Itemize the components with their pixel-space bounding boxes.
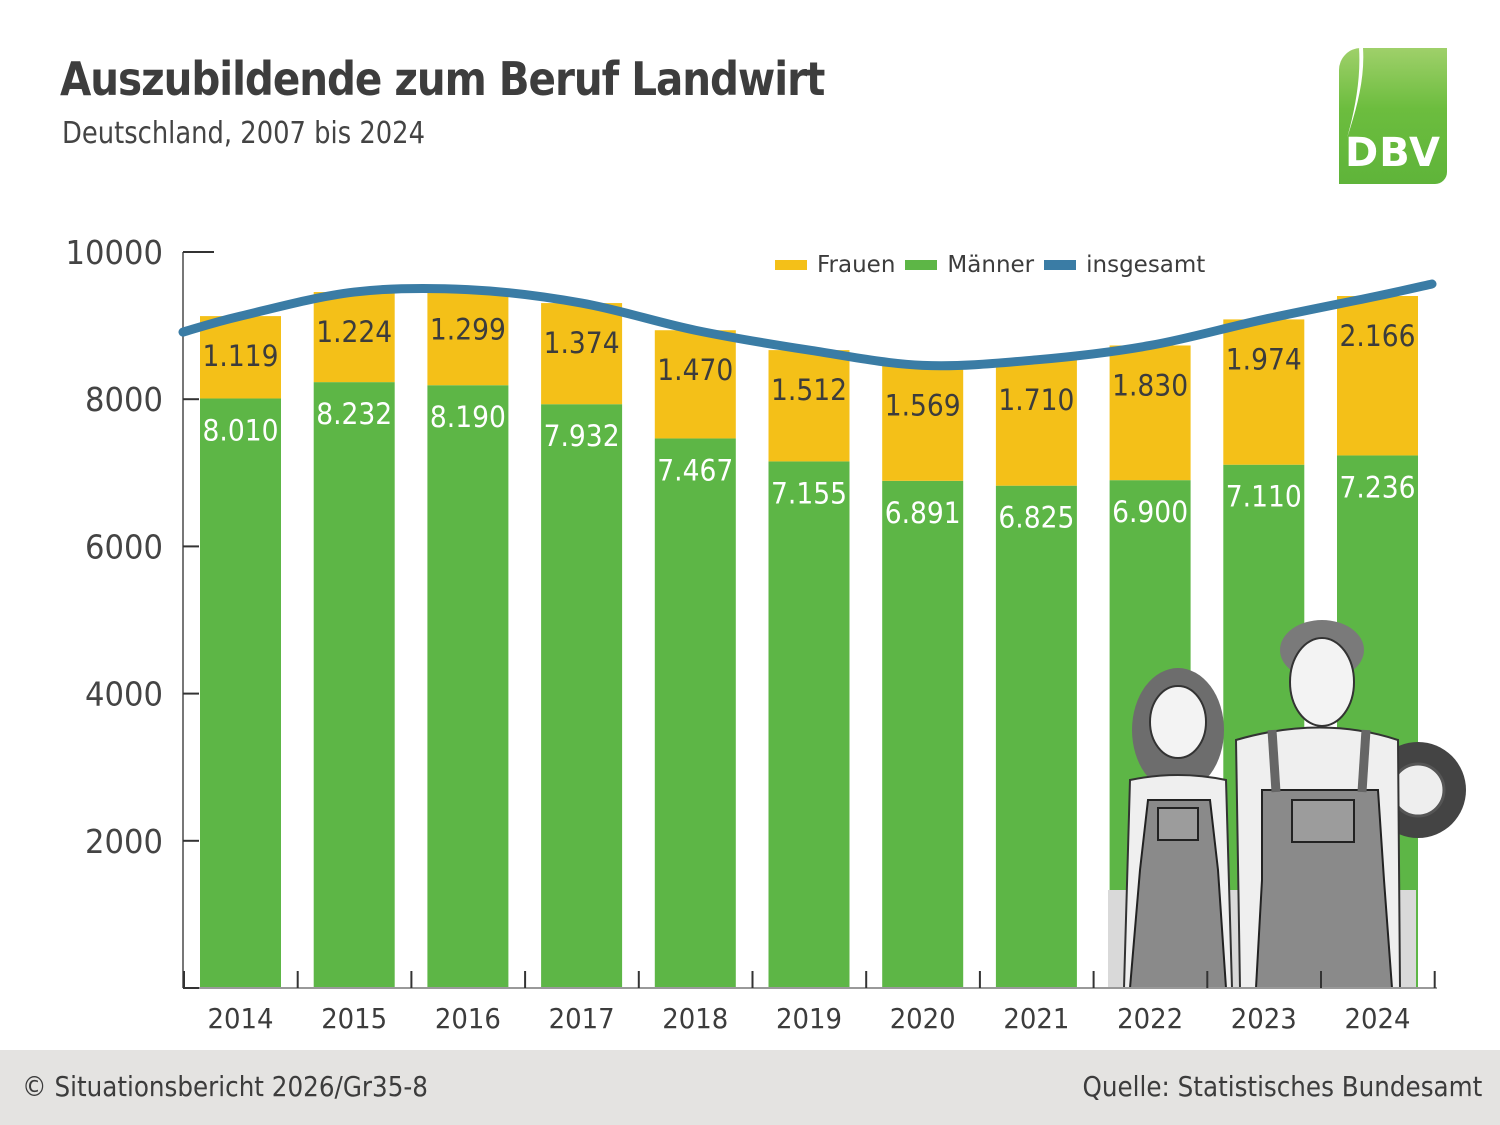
label-maenner-2018: 7.467 — [657, 453, 733, 487]
bar-maenner-2018 — [654, 438, 736, 988]
x-tick-label: 2020 — [890, 1002, 956, 1035]
bar-frauen-2015 — [313, 292, 395, 383]
label-frauen-2021: 1.710 — [998, 383, 1074, 417]
legend-label-maenner: Männer — [947, 252, 1035, 278]
bar-maenner-2019 — [768, 461, 850, 989]
legend-swatch-maenner — [905, 260, 938, 270]
bar-frauen-2021 — [995, 359, 1077, 486]
bar-frauen-2022 — [1109, 345, 1191, 481]
bar-maenner-2016 — [427, 385, 509, 988]
legend-label-insgesamt: insgesamt — [1086, 252, 1206, 278]
footer: © Situationsbericht 2026/Gr35-8 Quelle: … — [0, 1050, 1500, 1125]
woman-face — [1149, 685, 1207, 759]
label-frauen-2014: 1.119 — [203, 339, 279, 373]
dbv-logo: DBV — [1339, 48, 1447, 184]
label-frauen-2019: 1.512 — [771, 373, 847, 407]
x-tick-label: 2014 — [208, 1002, 274, 1035]
line-insgesamt — [178, 279, 1437, 371]
legend: Frauen Männer insgesamt — [775, 252, 1215, 278]
label-maenner-2017: 7.932 — [544, 419, 620, 453]
x-tick-label: 2023 — [1231, 1002, 1297, 1035]
label-frauen-2022: 1.830 — [1112, 368, 1188, 402]
bar-maenner-2020 — [882, 480, 964, 988]
label-frauen-2016: 1.299 — [430, 313, 506, 347]
x-tick-label: 2015 — [321, 1002, 387, 1035]
logo-text: DBV — [1344, 130, 1442, 176]
legend-swatch-frauen — [775, 260, 807, 270]
x-axis: 2014 2015 2016 2017 2018 2019 2020 2021 2022 2023… — [183, 971, 1437, 1035]
source-note: Quelle: Statistisches Bundesamt — [1082, 1070, 1482, 1103]
bar-frauen-2017 — [541, 303, 623, 405]
label-maenner-2022: 6.900 — [1112, 495, 1188, 529]
bar-frauen-2023 — [1223, 319, 1305, 465]
x-tick-label: 2022 — [1117, 1002, 1183, 1035]
bar-labels: 1.119 8.010 1.224 8.232 1.299 8.190 1.374 7.932… — [203, 313, 1416, 535]
legend-item-frauen: Frauen — [775, 252, 895, 278]
bar-maenner-2021 — [995, 485, 1077, 988]
label-maenner-2020: 6.891 — [885, 496, 961, 530]
bar-maenner-2014 — [200, 398, 281, 988]
bar-maenner-2017 — [541, 404, 623, 988]
bar-frauen-2014 — [200, 316, 281, 399]
x-tick-label: 2024 — [1345, 1002, 1411, 1035]
chart-title: Auszubildende zum Beruf Landwirt — [60, 52, 825, 106]
x-tick-label: 2019 — [776, 1002, 842, 1035]
x-tick-label: 2017 — [549, 1002, 615, 1035]
label-maenner-2019: 7.155 — [771, 476, 847, 510]
label-frauen-2018: 1.470 — [657, 353, 733, 387]
y-tick-label: 4000 — [85, 675, 163, 714]
y-tick-label: 2000 — [85, 822, 163, 861]
bar-frauen-2016 — [427, 289, 509, 386]
label-maenner-2023: 7.110 — [1226, 480, 1302, 514]
label-frauen-2020: 1.569 — [885, 388, 961, 422]
man-strap-right — [1357, 729, 1371, 793]
bar-frauen-2018 — [654, 330, 736, 439]
chart-subtitle: Deutschland, 2007 bis 2024 — [62, 116, 426, 151]
x-tick-label: 2016 — [435, 1002, 501, 1035]
x-tick-label: 2018 — [662, 1002, 728, 1035]
legend-swatch-insgesamt — [1044, 260, 1077, 270]
y-axis: 2000 4000 6000 8000 10000 — [66, 233, 214, 988]
bar-maenner-2015 — [313, 382, 395, 989]
x-tick-label: 2021 — [1003, 1002, 1069, 1035]
label-maenner-2014: 8.010 — [203, 413, 279, 447]
y-tick-label: 10000 — [66, 233, 164, 272]
farmers-illustration — [1108, 620, 1466, 989]
legend-label-frauen: Frauen — [817, 252, 896, 278]
bar-frauen-2020 — [882, 365, 964, 481]
man-bib-pocket — [1291, 799, 1355, 843]
legend-item-maenner: Männer — [905, 252, 1034, 278]
stacked-bar-chart: 2000 4000 6000 8000 10000 1.119 8.010 1.224 8.2… — [66, 233, 1466, 1035]
legend-item-insgesamt: insgesamt — [1044, 252, 1205, 278]
label-maenner-2024: 7.236 — [1340, 470, 1416, 504]
y-tick-label: 8000 — [85, 380, 163, 419]
man-strap-left — [1267, 729, 1281, 793]
man-face — [1289, 637, 1355, 727]
label-maenner-2021: 6.825 — [998, 501, 1074, 535]
copyright-note: © Situationsbericht 2026/Gr35-8 — [22, 1070, 428, 1103]
tractor-wheel-hub — [1390, 762, 1446, 818]
label-frauen-2023: 1.974 — [1226, 342, 1302, 376]
label-frauen-2017: 1.374 — [544, 326, 620, 360]
label-frauen-2015: 1.224 — [316, 315, 392, 349]
label-maenner-2016: 8.190 — [430, 400, 506, 434]
bar-frauen-2024 — [1337, 296, 1418, 456]
y-tick-label: 6000 — [85, 527, 163, 566]
bar-frauen-2019 — [768, 350, 850, 462]
woman-bib-pocket — [1157, 807, 1199, 841]
leaf-icon — [1347, 48, 1364, 138]
label-frauen-2024: 2.166 — [1340, 319, 1416, 353]
label-maenner-2015: 8.232 — [316, 397, 392, 431]
total-line — [178, 279, 1437, 371]
